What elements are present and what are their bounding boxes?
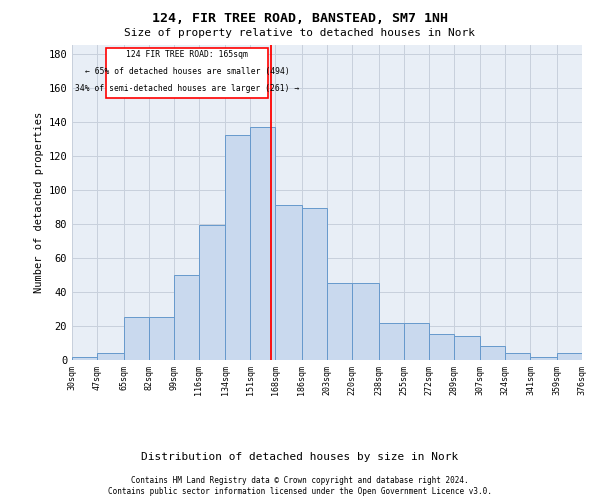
Bar [429,334,454,360]
Bar [302,208,327,360]
Bar [124,318,149,360]
Bar [275,205,302,360]
Bar [97,353,124,360]
Bar [327,284,352,360]
Bar [505,353,530,360]
Bar [404,322,429,360]
Bar [454,336,480,360]
Text: Contains public sector information licensed under the Open Government Licence v3: Contains public sector information licen… [108,488,492,496]
Text: Distribution of detached houses by size in Nork: Distribution of detached houses by size … [142,452,458,462]
Bar [250,126,275,360]
Bar [174,275,199,360]
Text: 124 FIR TREE ROAD: 165sqm: 124 FIR TREE ROAD: 165sqm [126,50,248,59]
Text: 124, FIR TREE ROAD, BANSTEAD, SM7 1NH: 124, FIR TREE ROAD, BANSTEAD, SM7 1NH [152,12,448,26]
FancyBboxPatch shape [106,48,268,98]
Bar [199,226,225,360]
Bar [480,346,505,360]
Text: ← 65% of detached houses are smaller (494): ← 65% of detached houses are smaller (49… [85,67,289,76]
Text: 34% of semi-detached houses are larger (261) →: 34% of semi-detached houses are larger (… [75,84,299,93]
Bar [225,135,250,360]
Bar [149,318,174,360]
Bar [530,356,557,360]
Bar [557,353,582,360]
Text: Contains HM Land Registry data © Crown copyright and database right 2024.: Contains HM Land Registry data © Crown c… [131,476,469,485]
Bar [352,284,379,360]
Bar [72,356,97,360]
Text: Size of property relative to detached houses in Nork: Size of property relative to detached ho… [125,28,476,38]
Y-axis label: Number of detached properties: Number of detached properties [34,112,44,293]
Bar [582,356,600,360]
Bar [379,322,404,360]
